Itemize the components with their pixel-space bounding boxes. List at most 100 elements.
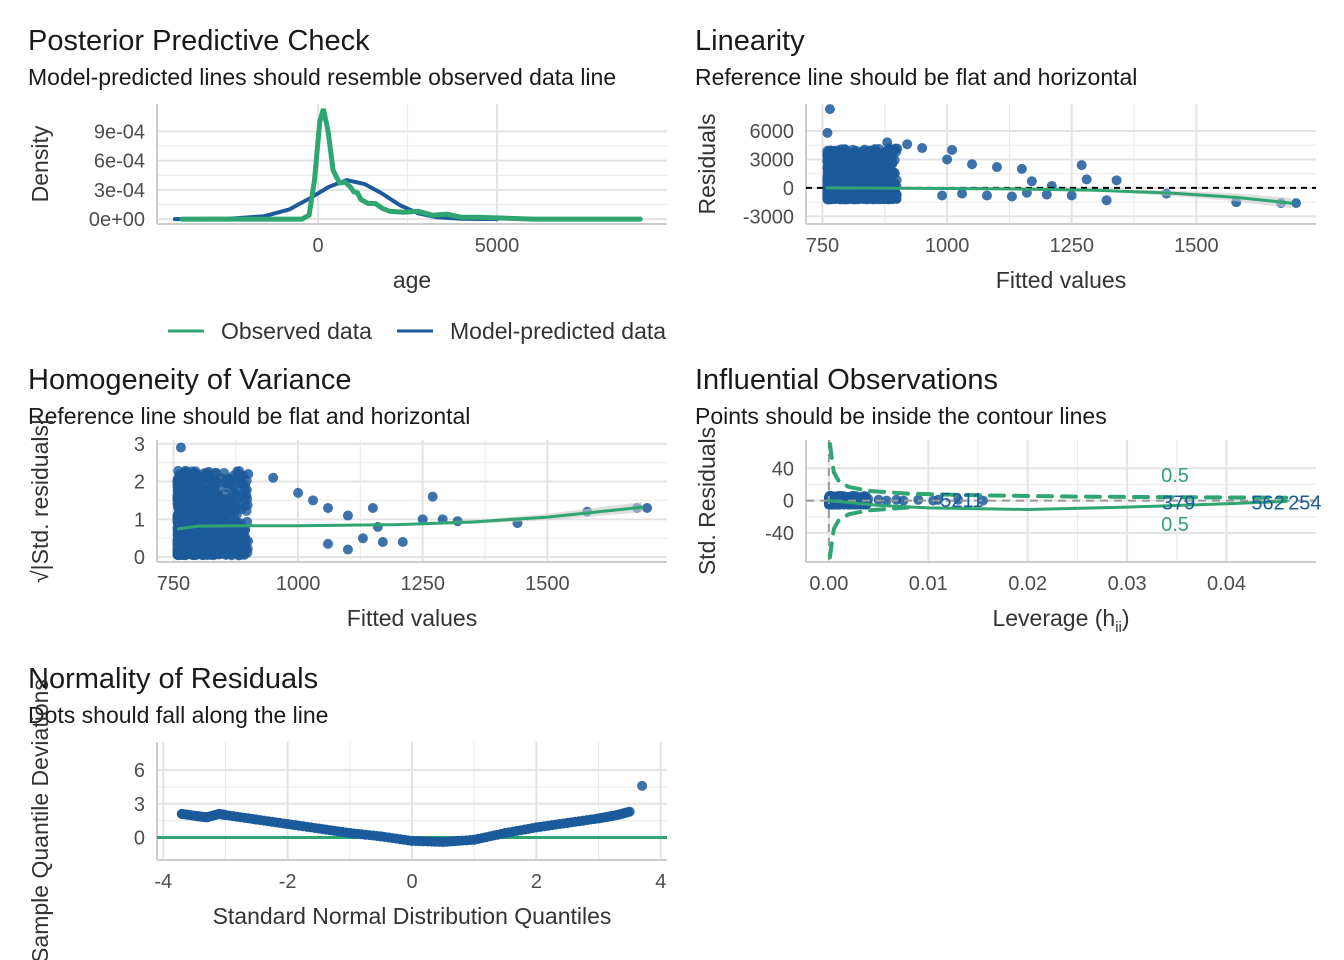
panel-subtitle: Points should be inside the contour line… xyxy=(695,403,1107,429)
data-point xyxy=(1081,174,1092,185)
panel-subtitle: Reference line should be flat and horizo… xyxy=(695,64,1137,90)
data-point xyxy=(853,171,864,182)
contour-label-upper: 0.5 xyxy=(1161,465,1189,487)
data-point xyxy=(1291,198,1302,209)
data-point xyxy=(469,834,480,845)
x-axis-label-text: Fitted values xyxy=(347,605,477,631)
data-point xyxy=(193,482,204,493)
y-tick-label: 40 xyxy=(772,458,794,480)
x-axis-label: Standard Normal Distribution Quantiles xyxy=(213,903,612,929)
data-point xyxy=(991,162,1002,173)
data-point xyxy=(1101,195,1112,206)
series-line-loess xyxy=(176,505,644,531)
data-point xyxy=(870,190,881,201)
y-axis-label: √|Std. residuals| xyxy=(27,419,53,583)
data-point xyxy=(937,190,948,201)
data-point xyxy=(977,495,988,506)
data-point xyxy=(832,168,843,179)
x-axis-label: Leverage (hii) xyxy=(992,605,1129,636)
panel-title: Normality of Residuals xyxy=(28,663,318,695)
data-point xyxy=(219,507,230,518)
y-axis-label: Std. Residuals xyxy=(694,427,720,575)
data-point xyxy=(407,835,417,846)
x-tick-label: -2 xyxy=(279,871,297,893)
data-point xyxy=(849,157,860,168)
data-point xyxy=(823,181,834,192)
data-point xyxy=(211,528,222,539)
x-axis-label: Fitted values xyxy=(996,267,1126,293)
x-tick-label: 0 xyxy=(406,871,417,893)
data-point xyxy=(1026,176,1037,187)
data-point xyxy=(871,181,882,192)
data-point xyxy=(220,530,231,541)
data-point xyxy=(882,137,893,148)
data-point xyxy=(213,489,224,500)
y-tick-label: -3000 xyxy=(743,206,794,228)
panel-title: Influential Observations xyxy=(695,364,998,396)
y-axis-label: Sample Quantile Deviations xyxy=(27,679,53,960)
data-point xyxy=(201,812,212,823)
y-tick-label: 3 xyxy=(134,434,145,456)
data-point xyxy=(1006,191,1017,202)
data-point xyxy=(344,828,355,839)
y-axis-label: Density xyxy=(27,125,53,202)
data-point xyxy=(981,190,992,201)
x-tick-label: 1250 xyxy=(400,573,445,595)
data-point xyxy=(243,468,254,479)
data-point xyxy=(282,819,293,830)
x-axis-label-subscript: ii xyxy=(1115,619,1122,636)
y-tick-label: 3e-04 xyxy=(94,180,145,202)
x-tick-label: 1000 xyxy=(925,235,970,257)
data-point xyxy=(293,487,304,498)
data-point xyxy=(180,545,191,556)
data-point xyxy=(236,503,247,514)
y-tick-label: 0 xyxy=(783,178,794,200)
data-point xyxy=(322,538,333,549)
data-point xyxy=(222,539,233,550)
data-point xyxy=(357,533,368,544)
data-point xyxy=(240,542,251,553)
data-point xyxy=(953,494,964,505)
data-point xyxy=(375,831,386,842)
data-point xyxy=(823,163,834,174)
legend-label: Model-predicted data xyxy=(450,318,666,344)
data-point xyxy=(308,495,319,506)
panel-qq: Normality of Residuals Dots should fall a… xyxy=(27,663,667,960)
data-point xyxy=(824,104,835,115)
y-tick-label: 6e-04 xyxy=(94,151,145,173)
data-point xyxy=(826,192,837,203)
y-tick-label: -40 xyxy=(765,523,794,545)
data-point xyxy=(868,147,879,158)
y-tick-label: 2 xyxy=(134,472,145,494)
data-point xyxy=(876,149,887,160)
panel-title: Homogeneity of Variance xyxy=(28,364,351,396)
data-point xyxy=(562,817,573,828)
data-point xyxy=(823,148,834,159)
y-tick-label: 9e-04 xyxy=(94,121,145,143)
x-tick-label: 0.03 xyxy=(1108,573,1147,595)
point-label: 562 xyxy=(1251,492,1284,514)
y-tick-label: 0 xyxy=(134,828,145,850)
data-point xyxy=(902,139,913,150)
x-axis-label-text: age xyxy=(393,267,431,293)
data-point xyxy=(236,478,247,489)
data-point xyxy=(957,188,968,199)
data-point xyxy=(1041,189,1052,200)
x-tick-label: 1500 xyxy=(1174,235,1219,257)
x-tick-label: 0.04 xyxy=(1207,573,1246,595)
panel-subtitle: Model-predicted lines should resemble ob… xyxy=(28,64,616,90)
plot-area xyxy=(806,440,1316,562)
data-point xyxy=(1016,163,1027,174)
y-tick-label: 6 xyxy=(134,760,145,782)
data-point xyxy=(342,544,353,555)
data-point xyxy=(175,502,186,513)
data-point xyxy=(889,192,900,203)
data-point xyxy=(942,154,953,165)
y-axis-label: Residuals xyxy=(694,114,720,215)
data-point xyxy=(500,828,511,839)
data-point xyxy=(367,502,378,513)
data-point xyxy=(202,550,213,561)
data-point xyxy=(205,510,216,521)
data-point xyxy=(192,811,203,822)
